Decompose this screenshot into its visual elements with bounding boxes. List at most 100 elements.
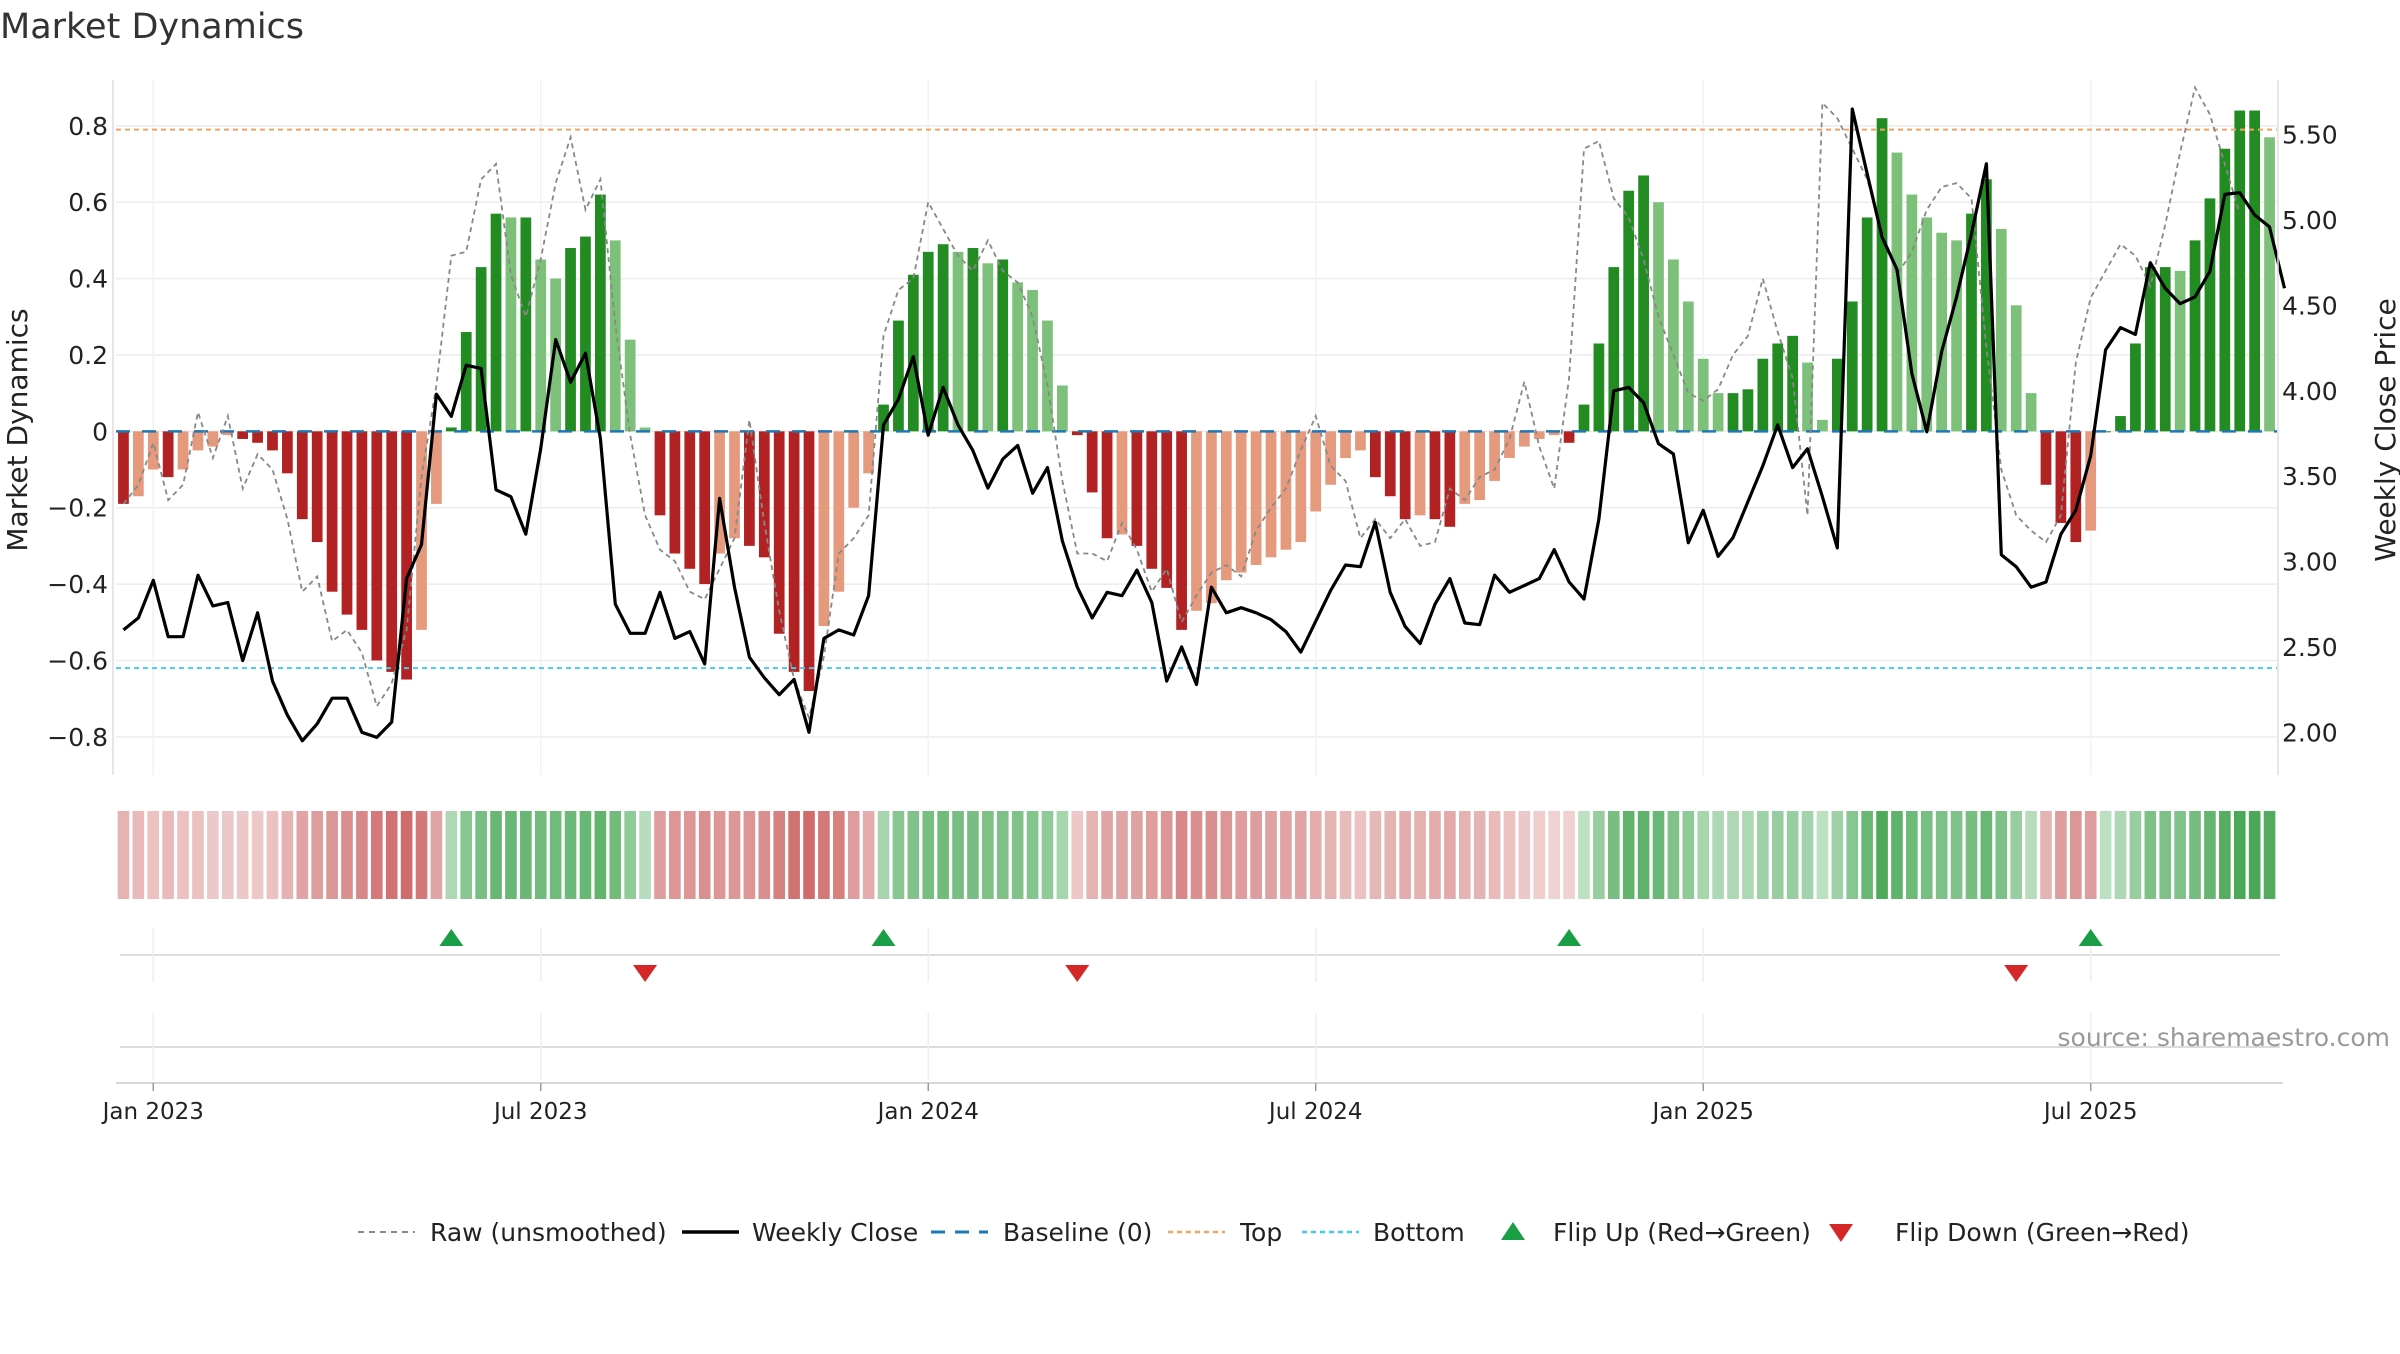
y-axis-label-left: Market Dynamics: [1, 308, 34, 551]
dynamics-bar: [147, 431, 159, 470]
dynamics-bar: [1235, 431, 1247, 573]
intensity-cell: [1309, 811, 1322, 899]
dynamics-bar: [833, 431, 845, 592]
y-tick-right: 2.50: [2282, 633, 2338, 662]
intensity-cell: [534, 811, 547, 899]
dynamics-bar: [669, 431, 681, 554]
dynamics-bar: [2249, 110, 2261, 432]
intensity-cell: [1295, 811, 1307, 899]
intensity-cell: [549, 811, 562, 899]
dynamics-bar: [1772, 343, 1784, 432]
dynamics-bar: [535, 259, 547, 432]
intensity-cell: [1891, 811, 1903, 899]
dynamics-bar: [1057, 385, 1068, 432]
intensity-cell: [2114, 811, 2127, 899]
dynamics-bar: [1012, 282, 1024, 432]
source-label: source: sharemaestro.com: [2058, 1023, 2391, 1052]
dynamics-bar: [1384, 431, 1396, 497]
dynamics-bar: [1668, 259, 1679, 432]
intensity-cell: [2144, 811, 2157, 899]
intensity-cell: [1160, 811, 1173, 899]
intensity-cell: [341, 811, 353, 899]
intensity-cell: [326, 811, 338, 899]
legend-close-label: Weekly Close: [752, 1218, 918, 1247]
dynamics-bar: [1906, 194, 1918, 432]
flip-up-icon: [871, 929, 896, 946]
y-tick-left: −0.8: [47, 723, 108, 752]
intensity-cell: [654, 811, 666, 899]
dynamics-bar: [1340, 431, 1351, 459]
intensity-cell: [877, 811, 890, 899]
intensity-cell: [445, 811, 458, 899]
intensity-cell: [1429, 811, 1441, 899]
dynamics-bar: [922, 251, 934, 432]
intensity-cell: [1071, 811, 1084, 899]
intensity-cell: [266, 811, 279, 899]
dynamics-bar: [311, 431, 323, 543]
dynamics-bar: [1191, 431, 1202, 611]
intensity-cell: [1354, 811, 1367, 899]
dynamics-bar: [594, 194, 606, 432]
intensity-cell: [385, 811, 398, 899]
intensity-cell: [2129, 811, 2142, 899]
dynamics-bar: [2144, 267, 2156, 432]
intensity-cell: [2263, 811, 2276, 899]
dynamics-bar: [1414, 431, 1426, 516]
dynamics-bar: [2115, 416, 2126, 432]
intensity-cell: [1801, 811, 1814, 899]
intensity-cell: [1861, 811, 1873, 899]
intensity-cell: [1563, 811, 1575, 899]
dynamics-bar: [1206, 431, 1217, 604]
dynamics-bar: [1265, 431, 1277, 558]
intensity-cell: [833, 811, 845, 899]
dynamics-bar: [2070, 431, 2082, 543]
dynamics-bar: [1459, 431, 1471, 504]
flip-down-icon: [633, 965, 658, 982]
dynamics-bar: [2025, 393, 2037, 432]
dynamics-bar: [2159, 267, 2171, 432]
intensity-cell: [1250, 811, 1262, 899]
dynamics-bar: [1519, 431, 1530, 447]
dynamics-bar: [2040, 431, 2052, 485]
flip-up-icon: [1557, 929, 1582, 946]
intensity-cell: [1086, 811, 1098, 899]
dynamics-bar: [639, 427, 651, 432]
dynamics-bar: [1638, 175, 1649, 432]
dynamics-bar: [1727, 393, 1739, 432]
intensity-cell: [1518, 811, 1531, 899]
intensity-cell: [1041, 811, 1054, 899]
x-tick-label: Jul 2024: [1267, 1099, 1363, 1125]
y-axis-label-right: Weekly Close Price: [2369, 298, 2400, 561]
intensity-cell: [207, 811, 219, 899]
dynamics-bar: [1697, 358, 1709, 432]
y-tick-left: 0.6: [68, 188, 108, 217]
intensity-cell: [147, 811, 160, 899]
flip-down-icon: [1065, 965, 1090, 982]
dynamics-bar: [2085, 431, 2097, 531]
dynamics-bar: [1161, 431, 1173, 588]
dynamics-bar: [863, 431, 874, 474]
dynamics-bar: [2264, 137, 2275, 432]
intensity-cell: [1205, 811, 1218, 899]
intensity-cell: [1593, 811, 1605, 899]
intensity-cell: [773, 811, 786, 899]
intensity-cell: [117, 811, 130, 899]
dynamics-bar: [356, 431, 368, 630]
dynamics-bar: [1578, 404, 1590, 432]
intensity-cell: [624, 811, 636, 899]
dynamics-bar: [431, 431, 442, 504]
intensity-cell: [1786, 811, 1799, 899]
intensity-cell: [1473, 811, 1486, 899]
intensity-cell: [1056, 811, 1069, 899]
intensity-cell: [2174, 811, 2186, 899]
dynamics-bar: [1116, 431, 1128, 535]
intensity-cell: [579, 811, 592, 899]
legend: Raw (unsmoothed) Weekly Close Baseline (…: [358, 1218, 2190, 1247]
intensity-cell: [1265, 811, 1277, 899]
dynamics-bar: [1712, 393, 1724, 432]
flip-up-icon: [439, 929, 464, 946]
intensity-cell: [296, 811, 309, 899]
intensity-strip: [117, 811, 2276, 899]
intensity-cell: [1965, 811, 1978, 899]
dynamics-bar: [952, 251, 964, 432]
